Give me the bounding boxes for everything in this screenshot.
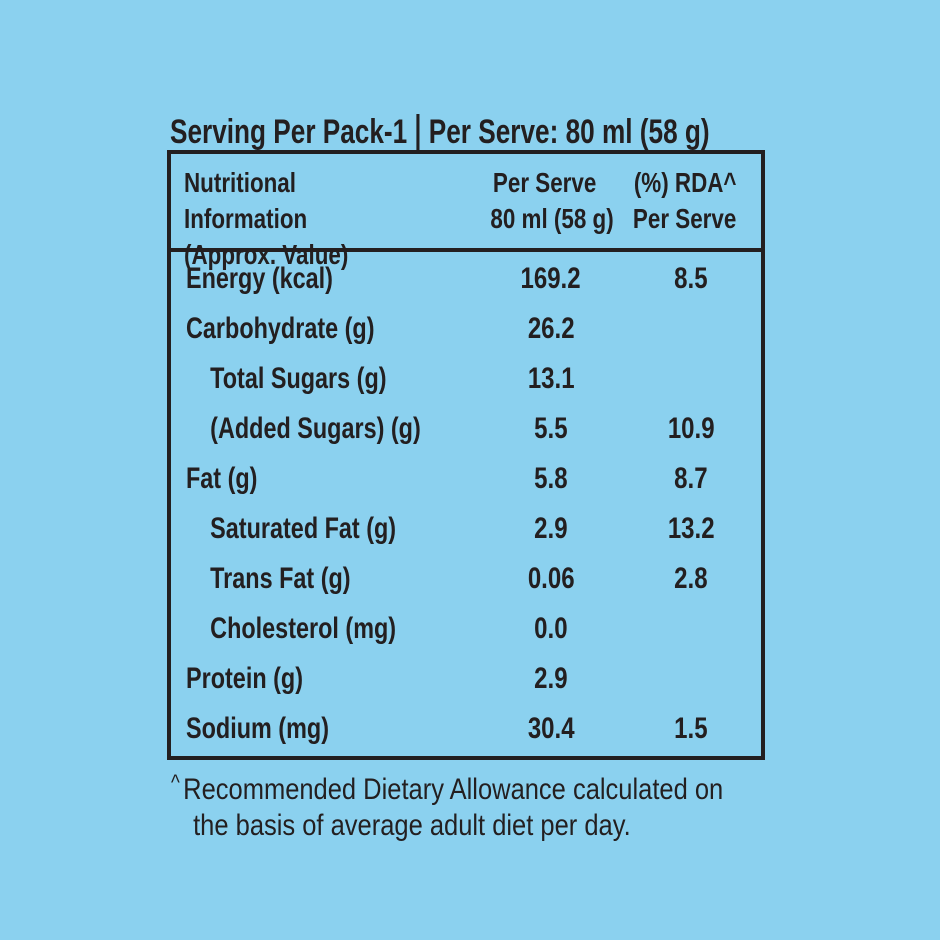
row-value-per-serve: 30.4 — [527, 712, 575, 745]
row-value-per-serve: 5.5 — [534, 412, 568, 445]
table-row: (Added Sugars) (g) 5.5 10.9 — [171, 404, 761, 454]
row-value-rda — [621, 312, 761, 346]
row-label: Cholesterol (mg) — [210, 612, 397, 645]
row-value-rda — [621, 612, 761, 646]
row-value-rda: 13.2 — [667, 512, 715, 545]
footnote-line1: ^ Recommended Dietary Allowance calculate… — [171, 770, 724, 806]
row-label: Protein (g) — [186, 662, 303, 695]
row-label: Carbohydrate (g) — [186, 312, 375, 345]
row-label: Trans Fat (g) — [210, 562, 351, 595]
footnote-line2: the basis of average adult diet per day. — [193, 809, 631, 842]
header-rda: (%) RDA^ Per Serve — [615, 165, 755, 237]
row-label: (Added Sugars) (g) — [210, 412, 421, 445]
table-row: Fat (g) 5.8 8.7 — [171, 454, 761, 504]
table-row: Saturated Fat (g) 2.9 13.2 — [171, 504, 761, 554]
table-row: Trans Fat (g) 0.06 2.8 — [171, 554, 761, 604]
row-value-per-serve: 26.2 — [527, 312, 575, 345]
row-value-per-serve: 2.9 — [534, 662, 568, 695]
header-nutritional-information: Nutritional Information (Approx. Value) — [184, 165, 475, 273]
table-row: Cholesterol (mg) 0.0 — [171, 604, 761, 654]
header-per-serve: Per Serve 80 ml (58 g) — [475, 165, 615, 237]
table-row: Energy (kcal) 169.2 8.5 — [171, 254, 761, 304]
row-label: Sodium (mg) — [186, 712, 329, 745]
serving-per-pack-text: Serving Per Pack-1 — [170, 112, 408, 151]
table-body: Energy (kcal) 169.2 8.5 Carbohydrate (g) 26.… — [171, 252, 761, 756]
nutrition-table: Nutritional Information (Approx. Value) … — [167, 150, 765, 760]
table-row: Protein (g) 2.9 — [171, 654, 761, 704]
per-serve-text: Per Serve: 80 ml (58 g) — [428, 112, 710, 151]
row-value-rda: 8.5 — [674, 262, 708, 295]
title-divider-bar — [416, 114, 420, 150]
header-col1-line2: (Approx. Value) — [184, 239, 349, 270]
footnote-caret-marker: ^ — [171, 770, 180, 795]
table-row: Total Sugars (g) 13.1 — [171, 354, 761, 404]
row-value-rda: 1.5 — [674, 712, 708, 745]
row-label: Energy (kcal) — [186, 262, 333, 295]
row-value-rda: 10.9 — [667, 412, 715, 445]
row-label: Saturated Fat (g) — [210, 512, 397, 545]
row-value-rda — [621, 362, 761, 396]
table-row: Carbohydrate (g) 26.2 — [171, 304, 761, 354]
rda-footnote: ^ Recommended Dietary Allowance calculate… — [171, 765, 723, 844]
header-col1-line1: Nutritional Information — [184, 167, 308, 234]
row-value-per-serve: 13.1 — [527, 362, 575, 395]
row-value-per-serve: 0.0 — [534, 612, 568, 645]
row-value-per-serve: 169.2 — [520, 262, 582, 295]
table-header-row: Nutritional Information (Approx. Value) … — [171, 154, 761, 270]
header-col2-line2: 80 ml (58 g) — [490, 203, 614, 234]
row-label: Total Sugars (g) — [210, 362, 387, 395]
row-value-rda: 8.7 — [674, 462, 708, 495]
row-value-per-serve: 5.8 — [534, 462, 568, 495]
header-col3-line2: Per Serve — [633, 203, 737, 234]
row-value-per-serve: 0.06 — [527, 562, 575, 595]
row-value-rda — [621, 662, 761, 696]
row-value-rda: 2.8 — [674, 562, 708, 595]
row-label: Fat (g) — [186, 462, 258, 495]
row-value-per-serve: 2.9 — [534, 512, 568, 545]
table-row: Sodium (mg) 30.4 1.5 — [171, 704, 761, 754]
header-col3-line1: (%) RDA^ — [633, 167, 737, 198]
serving-title: Serving Per Pack-1 Per Serve: 80 ml (58 … — [170, 110, 710, 154]
header-col2-line1: Per Serve — [493, 167, 597, 198]
